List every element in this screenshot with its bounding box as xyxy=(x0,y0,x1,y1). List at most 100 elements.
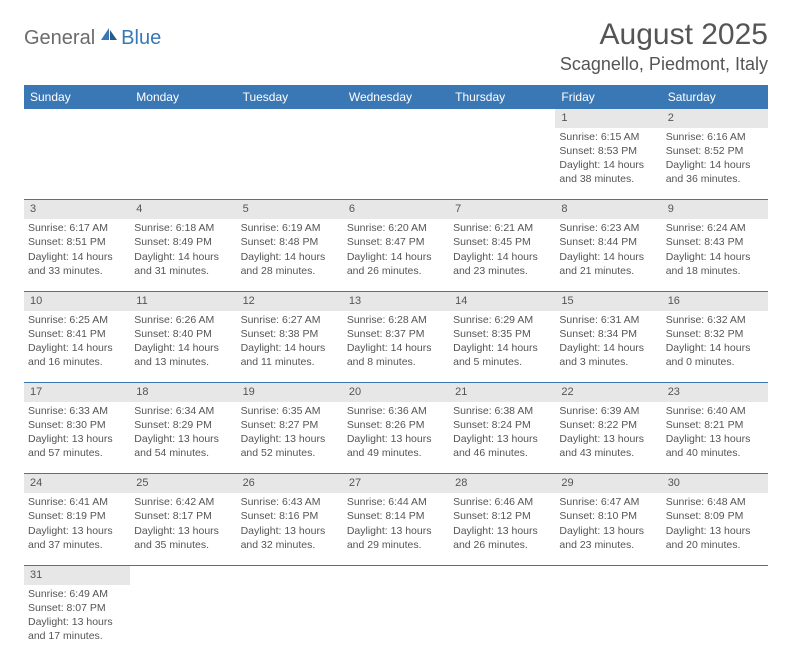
day-cell-content: Sunrise: 6:26 AMSunset: 8:40 PMDaylight:… xyxy=(134,313,232,370)
day-cell xyxy=(555,585,661,657)
day-cell-content: Sunrise: 6:46 AMSunset: 8:12 PMDaylight:… xyxy=(453,495,551,552)
day-number: 10 xyxy=(24,291,130,310)
day-cell: Sunrise: 6:33 AMSunset: 8:30 PMDaylight:… xyxy=(24,402,130,474)
calendar-table: SundayMondayTuesdayWednesdayThursdayFrid… xyxy=(24,85,768,657)
day-number: 5 xyxy=(237,200,343,219)
weekday-header: Saturday xyxy=(662,85,768,109)
day-number: 30 xyxy=(662,474,768,493)
day-cell xyxy=(343,128,449,200)
day-number xyxy=(449,109,555,128)
day-cell-content: Sunrise: 6:21 AMSunset: 8:45 PMDaylight:… xyxy=(453,221,551,278)
day-cell-content: Sunrise: 6:20 AMSunset: 8:47 PMDaylight:… xyxy=(347,221,445,278)
day-cell-content: Sunrise: 6:17 AMSunset: 8:51 PMDaylight:… xyxy=(28,221,126,278)
day-number xyxy=(449,565,555,584)
day-content-row: Sunrise: 6:49 AMSunset: 8:07 PMDaylight:… xyxy=(24,585,768,657)
day-cell-content: Sunrise: 6:19 AMSunset: 8:48 PMDaylight:… xyxy=(241,221,339,278)
day-cell-content: Sunrise: 6:29 AMSunset: 8:35 PMDaylight:… xyxy=(453,313,551,370)
weekday-header: Sunday xyxy=(24,85,130,109)
day-cell-content: Sunrise: 6:44 AMSunset: 8:14 PMDaylight:… xyxy=(347,495,445,552)
day-number xyxy=(662,565,768,584)
day-cell: Sunrise: 6:16 AMSunset: 8:52 PMDaylight:… xyxy=(662,128,768,200)
day-content-row: Sunrise: 6:41 AMSunset: 8:19 PMDaylight:… xyxy=(24,493,768,565)
day-cell-content: Sunrise: 6:24 AMSunset: 8:43 PMDaylight:… xyxy=(666,221,764,278)
day-number: 16 xyxy=(662,291,768,310)
day-number: 11 xyxy=(130,291,236,310)
month-title: August 2025 xyxy=(560,18,768,52)
day-cell: Sunrise: 6:17 AMSunset: 8:51 PMDaylight:… xyxy=(24,219,130,291)
day-cell: Sunrise: 6:44 AMSunset: 8:14 PMDaylight:… xyxy=(343,493,449,565)
day-cell: Sunrise: 6:29 AMSunset: 8:35 PMDaylight:… xyxy=(449,311,555,383)
day-number: 29 xyxy=(555,474,661,493)
day-cell-content: Sunrise: 6:27 AMSunset: 8:38 PMDaylight:… xyxy=(241,313,339,370)
weekday-header-row: SundayMondayTuesdayWednesdayThursdayFrid… xyxy=(24,85,768,109)
day-cell-content: Sunrise: 6:25 AMSunset: 8:41 PMDaylight:… xyxy=(28,313,126,370)
day-cell-content: Sunrise: 6:33 AMSunset: 8:30 PMDaylight:… xyxy=(28,404,126,461)
day-cell-content: Sunrise: 6:32 AMSunset: 8:32 PMDaylight:… xyxy=(666,313,764,370)
day-cell: Sunrise: 6:26 AMSunset: 8:40 PMDaylight:… xyxy=(130,311,236,383)
weekday-header: Monday xyxy=(130,85,236,109)
day-cell xyxy=(662,585,768,657)
day-cell: Sunrise: 6:34 AMSunset: 8:29 PMDaylight:… xyxy=(130,402,236,474)
day-cell-content: Sunrise: 6:48 AMSunset: 8:09 PMDaylight:… xyxy=(666,495,764,552)
day-cell-content: Sunrise: 6:36 AMSunset: 8:26 PMDaylight:… xyxy=(347,404,445,461)
day-number-row: 31 xyxy=(24,565,768,584)
day-cell: Sunrise: 6:40 AMSunset: 8:21 PMDaylight:… xyxy=(662,402,768,474)
header: General Blue August 2025 Scagnello, Pied… xyxy=(24,18,768,75)
day-number: 15 xyxy=(555,291,661,310)
day-number xyxy=(343,109,449,128)
day-cell: Sunrise: 6:20 AMSunset: 8:47 PMDaylight:… xyxy=(343,219,449,291)
day-content-row: Sunrise: 6:33 AMSunset: 8:30 PMDaylight:… xyxy=(24,402,768,474)
calendar-body: 12 Sunrise: 6:15 AMSunset: 8:53 PMDayligh… xyxy=(24,109,768,657)
day-cell-content: Sunrise: 6:23 AMSunset: 8:44 PMDaylight:… xyxy=(559,221,657,278)
weekday-header: Thursday xyxy=(449,85,555,109)
day-cell: Sunrise: 6:25 AMSunset: 8:41 PMDaylight:… xyxy=(24,311,130,383)
day-number-row: 10111213141516 xyxy=(24,291,768,310)
day-cell xyxy=(130,585,236,657)
day-cell-content: Sunrise: 6:31 AMSunset: 8:34 PMDaylight:… xyxy=(559,313,657,370)
day-number: 31 xyxy=(24,565,130,584)
day-number-row: 17181920212223 xyxy=(24,383,768,402)
day-number: 13 xyxy=(343,291,449,310)
day-number: 23 xyxy=(662,383,768,402)
day-number: 4 xyxy=(130,200,236,219)
day-cell: Sunrise: 6:48 AMSunset: 8:09 PMDaylight:… xyxy=(662,493,768,565)
day-cell: Sunrise: 6:49 AMSunset: 8:07 PMDaylight:… xyxy=(24,585,130,657)
day-number: 17 xyxy=(24,383,130,402)
day-content-row: Sunrise: 6:25 AMSunset: 8:41 PMDaylight:… xyxy=(24,311,768,383)
day-cell-content: Sunrise: 6:35 AMSunset: 8:27 PMDaylight:… xyxy=(241,404,339,461)
day-number xyxy=(237,109,343,128)
day-cell-content: Sunrise: 6:15 AMSunset: 8:53 PMDaylight:… xyxy=(559,130,657,187)
day-number: 19 xyxy=(237,383,343,402)
sail-icon xyxy=(99,26,119,47)
day-cell-content: Sunrise: 6:16 AMSunset: 8:52 PMDaylight:… xyxy=(666,130,764,187)
weekday-header: Friday xyxy=(555,85,661,109)
day-cell: Sunrise: 6:15 AMSunset: 8:53 PMDaylight:… xyxy=(555,128,661,200)
day-cell-content: Sunrise: 6:18 AMSunset: 8:49 PMDaylight:… xyxy=(134,221,232,278)
day-number: 12 xyxy=(237,291,343,310)
day-number: 21 xyxy=(449,383,555,402)
day-cell: Sunrise: 6:31 AMSunset: 8:34 PMDaylight:… xyxy=(555,311,661,383)
day-cell: Sunrise: 6:27 AMSunset: 8:38 PMDaylight:… xyxy=(237,311,343,383)
day-cell xyxy=(237,585,343,657)
day-cell-content: Sunrise: 6:40 AMSunset: 8:21 PMDaylight:… xyxy=(666,404,764,461)
day-number: 7 xyxy=(449,200,555,219)
day-cell: Sunrise: 6:38 AMSunset: 8:24 PMDaylight:… xyxy=(449,402,555,474)
day-number: 8 xyxy=(555,200,661,219)
day-number xyxy=(343,565,449,584)
day-cell: Sunrise: 6:35 AMSunset: 8:27 PMDaylight:… xyxy=(237,402,343,474)
day-number: 25 xyxy=(130,474,236,493)
day-cell: Sunrise: 6:23 AMSunset: 8:44 PMDaylight:… xyxy=(555,219,661,291)
day-cell: Sunrise: 6:39 AMSunset: 8:22 PMDaylight:… xyxy=(555,402,661,474)
logo: General Blue xyxy=(24,18,161,51)
day-cell-content: Sunrise: 6:49 AMSunset: 8:07 PMDaylight:… xyxy=(28,587,126,644)
day-number xyxy=(130,565,236,584)
day-number: 18 xyxy=(130,383,236,402)
title-block: August 2025 Scagnello, Piedmont, Italy xyxy=(560,18,768,75)
day-cell-content: Sunrise: 6:38 AMSunset: 8:24 PMDaylight:… xyxy=(453,404,551,461)
day-cell-content: Sunrise: 6:43 AMSunset: 8:16 PMDaylight:… xyxy=(241,495,339,552)
day-number: 3 xyxy=(24,200,130,219)
day-cell: Sunrise: 6:42 AMSunset: 8:17 PMDaylight:… xyxy=(130,493,236,565)
day-number-row: 12 xyxy=(24,109,768,128)
logo-text-blue: Blue xyxy=(121,27,161,50)
day-cell: Sunrise: 6:19 AMSunset: 8:48 PMDaylight:… xyxy=(237,219,343,291)
